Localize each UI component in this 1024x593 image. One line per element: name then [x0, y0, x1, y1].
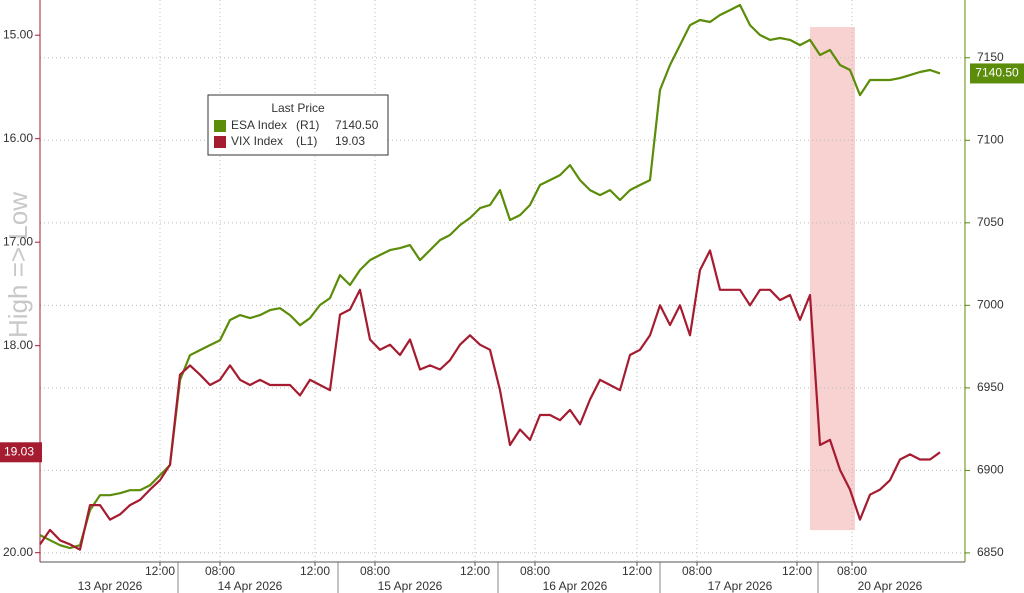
- x-tick-label: 12:00: [622, 564, 652, 578]
- y2-tick-label: 6850: [977, 545, 1004, 559]
- x-tick-label: 12:00: [782, 564, 812, 578]
- legend-axis: (R1): [296, 118, 319, 132]
- x-tick-label: 12:00: [300, 564, 330, 578]
- last-value-label: 19.03: [4, 444, 34, 458]
- legend-value: 19.03: [335, 134, 365, 148]
- y-tick-label: 16.00: [3, 131, 33, 145]
- legend-axis: (L1): [296, 134, 317, 148]
- y2-tick-label: 6900: [977, 463, 1004, 477]
- y2-tick-label: 7000: [977, 298, 1004, 312]
- legend-swatch: [214, 136, 226, 148]
- date-label: 15 Apr 2026: [378, 579, 443, 593]
- y-tick-label: 15.00: [3, 27, 33, 41]
- x-tick-label: 08:00: [837, 564, 867, 578]
- y-tick-label: 18.00: [3, 338, 33, 352]
- last-value-box: [970, 63, 1024, 84]
- highlight-band: [810, 27, 855, 531]
- legend: Last Price ESA Index (R1) 7140.50 VIX Index (…: [207, 94, 389, 156]
- legend-label: VIX Index: [231, 134, 283, 148]
- last-value-label: 7140.50: [975, 66, 1019, 80]
- y2-tick-label: 7150: [977, 50, 1004, 64]
- x-tick-label: 08:00: [520, 564, 550, 578]
- x-tick-label: 12:00: [460, 564, 490, 578]
- x-tick-label: 08:00: [360, 564, 390, 578]
- last-value-box: [0, 442, 42, 463]
- y-tick-label: 20.00: [3, 545, 33, 559]
- series-line: [39, 3, 941, 550]
- y2-tick-label: 6950: [977, 380, 1004, 394]
- date-label: 17 Apr 2026: [708, 579, 773, 593]
- series-line: [39, 249, 941, 551]
- legend-box: [207, 94, 389, 156]
- watermark: High => Low: [3, 192, 33, 338]
- y2-tick-label: 7100: [977, 132, 1004, 146]
- date-label: 13 Apr 2026: [78, 579, 143, 593]
- legend-label: ESA Index: [231, 118, 287, 132]
- date-label: 14 Apr 2026: [218, 579, 283, 593]
- x-tick-label: 08:00: [205, 564, 235, 578]
- date-label: 20 Apr 2026: [858, 579, 923, 593]
- x-tick-label: 12:00: [145, 564, 175, 578]
- date-label: 16 Apr 2026: [543, 579, 608, 593]
- x-tick-label: 08:00: [682, 564, 712, 578]
- y-tick-label: 17.00: [3, 234, 33, 248]
- legend-value: 7140.50: [335, 118, 379, 132]
- y2-tick-label: 7050: [977, 215, 1004, 229]
- legend-title: Last Price: [271, 101, 325, 115]
- legend-swatch: [214, 120, 226, 132]
